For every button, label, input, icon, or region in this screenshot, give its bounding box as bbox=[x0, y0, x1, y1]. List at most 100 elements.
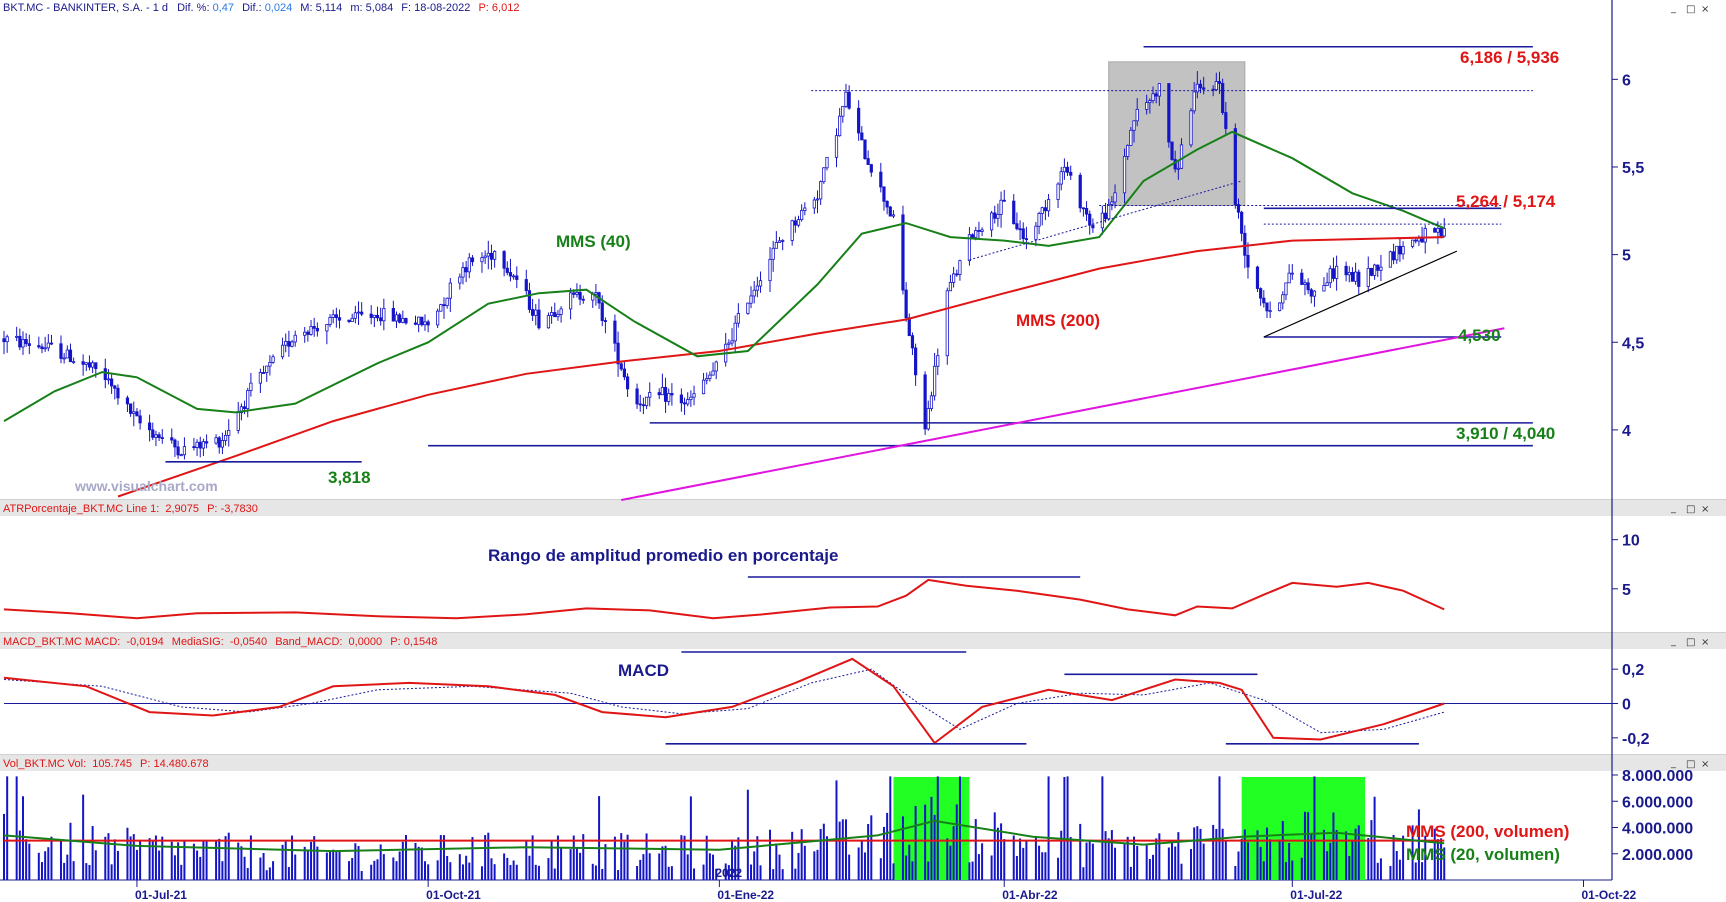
candle-body bbox=[534, 309, 538, 316]
candle bbox=[559, 306, 563, 323]
candle-body bbox=[613, 320, 617, 344]
candle-body bbox=[705, 378, 709, 381]
minimize-button[interactable]: _ bbox=[1670, 636, 1677, 647]
candle-body bbox=[989, 212, 994, 231]
maximize-button[interactable]: □ bbox=[1686, 637, 1695, 648]
candle-body bbox=[1442, 228, 1446, 237]
watermark: www.visualchart.com bbox=[74, 478, 218, 494]
candle bbox=[223, 430, 228, 446]
candle-body bbox=[271, 356, 275, 363]
candle-body bbox=[524, 279, 528, 292]
candle-body bbox=[910, 335, 915, 349]
dif-pct-label: Dif. %: bbox=[177, 2, 209, 14]
candle bbox=[394, 311, 399, 328]
candle bbox=[1372, 263, 1377, 280]
candle-body bbox=[1439, 228, 1443, 237]
candle-body bbox=[49, 342, 54, 345]
candle bbox=[689, 390, 693, 407]
candle-body bbox=[1224, 112, 1228, 129]
close-button[interactable]: × bbox=[1701, 759, 1709, 770]
candle bbox=[581, 295, 585, 304]
candle bbox=[192, 437, 196, 451]
candle bbox=[841, 105, 845, 123]
candle-body bbox=[170, 437, 174, 441]
maximize-button[interactable]: □ bbox=[1686, 759, 1695, 770]
candle-body bbox=[1037, 213, 1041, 227]
macd-p-value: 0,1548 bbox=[404, 636, 438, 648]
candle-body bbox=[198, 441, 202, 449]
min-value: 5,084 bbox=[366, 2, 394, 14]
candle bbox=[353, 305, 357, 324]
candle bbox=[132, 401, 136, 427]
candle-body bbox=[1255, 266, 1260, 289]
candle-body bbox=[1328, 268, 1332, 284]
candle bbox=[1290, 264, 1294, 280]
candle-body bbox=[531, 309, 535, 316]
minimize-button[interactable]: _ bbox=[1670, 503, 1677, 514]
candle bbox=[1091, 218, 1095, 233]
candle bbox=[220, 432, 225, 455]
candle bbox=[480, 252, 484, 273]
candle bbox=[1135, 98, 1139, 127]
candle bbox=[27, 334, 31, 355]
candle-body bbox=[847, 91, 851, 109]
candle bbox=[290, 339, 294, 348]
candle bbox=[331, 309, 335, 324]
close-button[interactable]: × bbox=[1701, 504, 1709, 515]
y-tick-label: -0,2 bbox=[1622, 731, 1650, 748]
candle bbox=[1012, 194, 1016, 225]
candle bbox=[524, 269, 528, 295]
candle bbox=[936, 348, 940, 376]
candle-body bbox=[1189, 110, 1193, 146]
candle-body bbox=[1078, 174, 1082, 209]
minimize-button[interactable]: _ bbox=[1670, 758, 1677, 769]
axis-ticks: 4 4,5 5 5,5 6 5 10 -0,2 0 0,2 2.000.000 4.000.000 6.… bbox=[135, 72, 1693, 902]
candle-body bbox=[1107, 203, 1111, 220]
candle-body bbox=[796, 219, 801, 226]
price-candles bbox=[2, 71, 1446, 460]
close-button[interactable]: × bbox=[1701, 637, 1709, 648]
y-tick-label: 2.000.000 bbox=[1622, 847, 1693, 864]
maximize-button[interactable]: □ bbox=[1686, 504, 1695, 515]
candle-body bbox=[901, 214, 905, 291]
candle-body bbox=[1129, 129, 1133, 146]
band-value: 0,0000 bbox=[349, 636, 383, 648]
candle-body bbox=[936, 355, 940, 367]
candle-body bbox=[508, 272, 513, 277]
candle bbox=[489, 244, 494, 270]
candle-body bbox=[1056, 183, 1060, 200]
candle bbox=[306, 329, 310, 342]
volume-mms20-label: MMS (20, volumen) bbox=[1406, 845, 1560, 864]
candle bbox=[84, 362, 88, 372]
candle bbox=[334, 307, 338, 328]
maximize-button[interactable]: □ bbox=[1686, 4, 1695, 15]
candle-body bbox=[1221, 82, 1225, 113]
candle-body bbox=[1262, 297, 1266, 304]
minimize-button[interactable]: _ bbox=[1670, 3, 1677, 14]
candle-body bbox=[714, 361, 718, 372]
candle bbox=[641, 397, 646, 415]
candle bbox=[138, 409, 142, 430]
candle-body bbox=[648, 392, 652, 398]
candle bbox=[1122, 148, 1127, 204]
candle bbox=[461, 262, 465, 285]
candle bbox=[657, 388, 661, 400]
candle-body bbox=[417, 316, 421, 325]
candle bbox=[87, 355, 92, 371]
candle bbox=[904, 282, 908, 322]
candle bbox=[1240, 210, 1244, 242]
candle-body bbox=[958, 260, 962, 275]
candle bbox=[914, 343, 918, 386]
candle-body bbox=[749, 295, 753, 304]
atr-label: ATRPorcentaje_BKT.MC Line 1: bbox=[3, 503, 159, 515]
candle-body bbox=[980, 229, 984, 232]
candle-body bbox=[458, 276, 462, 284]
macd-p-label: P: bbox=[390, 636, 400, 648]
candle bbox=[1065, 161, 1070, 177]
candle-body bbox=[309, 326, 313, 335]
candle bbox=[18, 328, 22, 351]
candle bbox=[442, 297, 446, 319]
candle bbox=[268, 355, 272, 376]
close-button[interactable]: × bbox=[1701, 4, 1709, 15]
candle-body bbox=[46, 342, 50, 349]
